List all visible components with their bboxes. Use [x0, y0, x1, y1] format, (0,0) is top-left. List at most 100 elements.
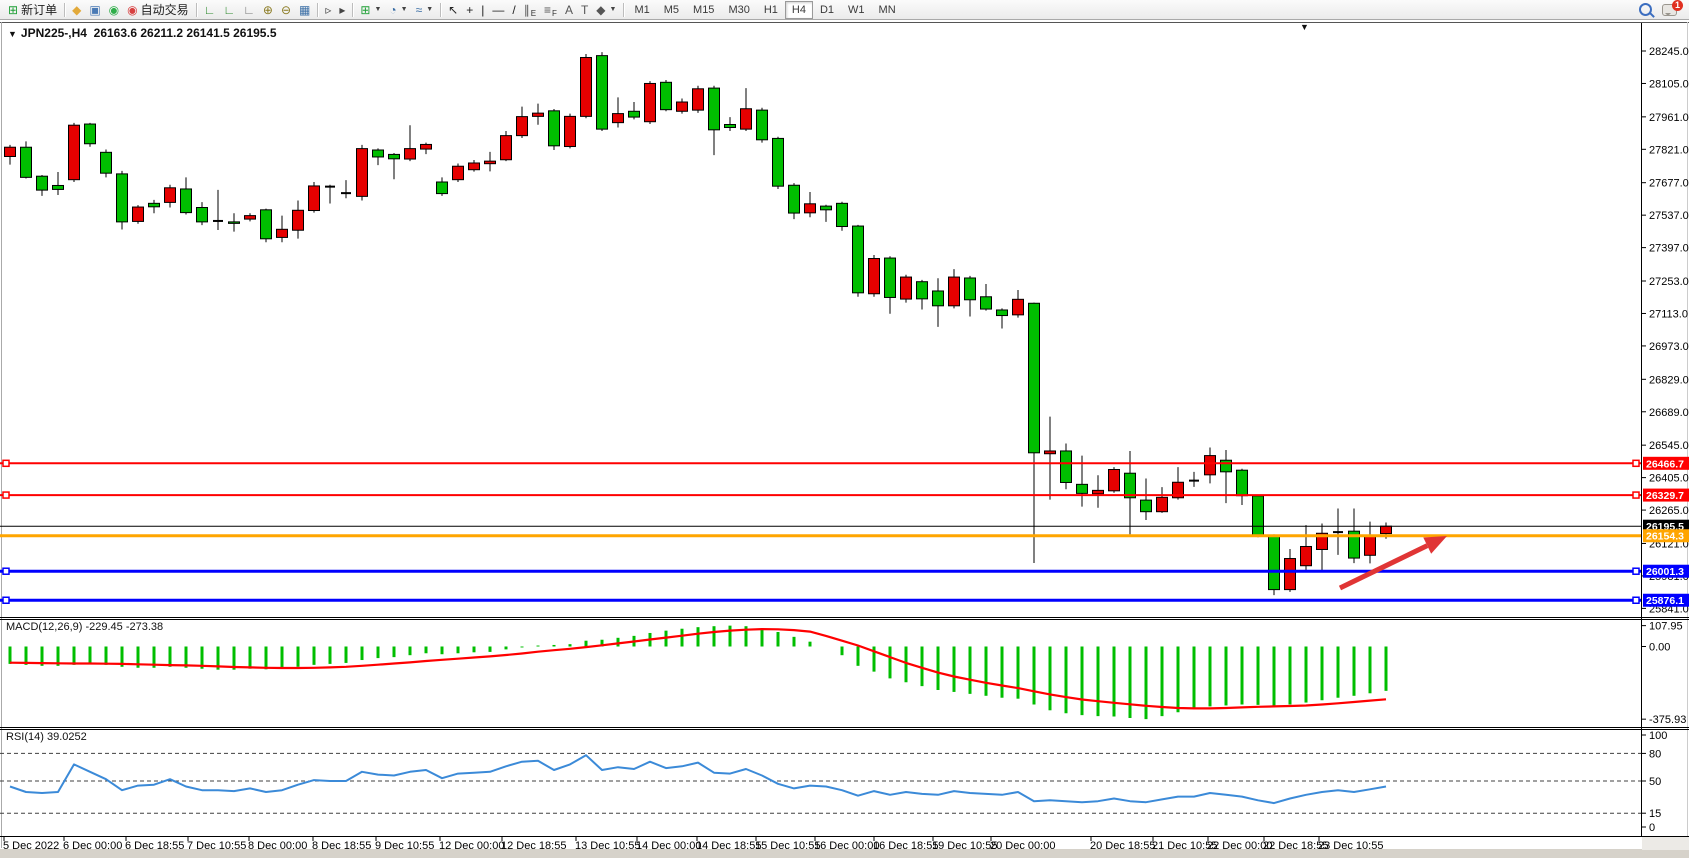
candle-body [292, 209, 304, 231]
hline-tool[interactable]: — [488, 1, 508, 18]
trendline-tool[interactable]: / [508, 1, 519, 18]
period-button[interactable]: ◔ ▼ [385, 1, 411, 18]
price-tick-label: 26545.0 [1649, 440, 1689, 452]
candle-body [772, 137, 784, 187]
trend-arrow[interactable] [1338, 543, 1429, 591]
line-handle[interactable] [1632, 491, 1640, 499]
arrows-tool[interactable]: ◆ ▼ [592, 1, 620, 18]
candle-body [372, 149, 384, 158]
timeframe-m1[interactable]: M1 [634, 3, 650, 16]
candle-body [1124, 472, 1136, 499]
label-tool-glyph: T [580, 2, 589, 17]
label-tool[interactable]: T [577, 1, 592, 18]
signals-icon[interactable]: ◉ [105, 1, 123, 18]
time-tick-label: 21 Dec 10:55 [1152, 840, 1217, 852]
dropdown-arrow-icon[interactable]: ▼ [609, 6, 617, 13]
line-handle[interactable] [1632, 567, 1640, 575]
chart-shift-icon-glyph: ▸ [339, 2, 346, 17]
vline-tool[interactable]: | [477, 1, 488, 18]
price-tick-label: 26405.0 [1649, 473, 1689, 485]
candle-body [1236, 469, 1248, 497]
time-tick-label: 7 Dec 10:55 [187, 840, 246, 852]
line-handle[interactable] [1632, 459, 1640, 468]
price-axis[interactable]: 28245.0 28105.0 27961.0 27821.0 27677.0 27537… [1641, 46, 1689, 834]
zoom-in-icon[interactable]: ⊕ [259, 1, 277, 18]
auto-scroll-icon[interactable]: ▹ [321, 1, 335, 18]
price-badge-label: 26154.3 [1646, 531, 1684, 543]
price-badge-label: 25876.1 [1646, 595, 1684, 607]
price-badge [1643, 456, 1689, 470]
timeframe-h4[interactable]: H4 [784, 0, 813, 19]
period-separators-icon[interactable]: ∟ [239, 1, 259, 18]
timeframe-h1[interactable]: H1 [763, 3, 778, 16]
collapse-arrow-icon[interactable]: ▼ [8, 29, 17, 39]
timeframe-d1[interactable]: D1 [819, 3, 835, 16]
candle-body [388, 153, 400, 160]
new-chart-button[interactable]: ⊞ ▼ [356, 1, 385, 18]
candle-body [468, 162, 480, 171]
text-tool[interactable]: A [561, 1, 577, 18]
indicator-window-icon[interactable]: ∟ [219, 1, 239, 18]
rsi-axis-label: 50 [1649, 776, 1661, 788]
text-tool-glyph: A [564, 2, 573, 17]
time-tick-label: 16 Dec 00:00 [814, 840, 879, 852]
dropdown-arrow-icon[interactable]: ▼ [426, 6, 434, 13]
time-tick-label: 6 Dec 18:55 [125, 840, 184, 852]
line-handle[interactable] [2, 491, 10, 499]
dropdown-arrow-icon[interactable]: ▼ [400, 6, 408, 13]
fibonacci-tool[interactable]: ≡ F [540, 1, 561, 19]
timeframe-m30[interactable]: M30 [728, 3, 750, 16]
dropdown-arrow-icon[interactable]: ▼ [374, 6, 382, 13]
fibonacci-tool-glyph: ≡ [544, 2, 552, 17]
highlighter-icon[interactable]: ◆ [68, 1, 85, 18]
scroll-indicator-arrow[interactable]: ▼ [1300, 22, 1309, 32]
candle-body [260, 209, 272, 240]
toolbar-right: 1 [1639, 0, 1685, 16]
chart-shift-icon[interactable]: ▸ [335, 1, 349, 18]
search-icon[interactable] [1639, 3, 1652, 16]
market-watch-icon[interactable]: ▣ [85, 1, 104, 18]
zoom-out-icon-glyph: ⊖ [280, 2, 292, 17]
tile-windows-icon[interactable]: ▦ [295, 1, 314, 18]
price-tick-label: 27537.0 [1649, 210, 1689, 222]
zoom-out-icon[interactable]: ⊖ [277, 1, 295, 18]
chart-title[interactable]: ▼ JPN225-,H4 26163.6 26211.2 26141.5 2619… [8, 26, 277, 40]
time-axis[interactable]: 5 Dec 2022 6 Dec 00:00 6 Dec 18:55 7 Dec 10… [3, 837, 1383, 852]
timeframe-mn[interactable]: MN [878, 3, 896, 16]
candlestick-series [4, 52, 1392, 596]
timeframe-m5[interactable]: M5 [663, 3, 680, 16]
add-indicator-icon[interactable]: ∟ [200, 1, 220, 18]
macd-panel-title: MACD(12,26,9) -229.45 -273.38 [6, 621, 164, 633]
time-tick-label: 5 Dec 2022 [3, 840, 59, 852]
bottom-strip [0, 849, 1689, 858]
cursor-tool[interactable]: ↖ [444, 1, 462, 18]
candle-body [404, 148, 416, 160]
channel-tool[interactable]: ∥ E [520, 1, 540, 19]
price-badge [1643, 593, 1689, 607]
candle-body [20, 146, 32, 178]
candle-body [420, 143, 432, 150]
chart-type-button[interactable]: ≈ ▼ [412, 1, 438, 18]
chat-icon[interactable]: 1 [1662, 0, 1683, 16]
candle-body [484, 160, 496, 165]
line-handle[interactable] [2, 596, 10, 604]
add-indicator-icon-glyph: ∟ [203, 2, 216, 17]
timeframe-w1[interactable]: W1 [848, 3, 865, 16]
candle-body [1156, 496, 1168, 513]
candle-body [1348, 530, 1360, 559]
line-handle[interactable] [1632, 596, 1640, 604]
candle-body [1028, 302, 1040, 454]
autotrading-button[interactable]: ◉ 自动交易 [123, 1, 193, 18]
line-handle[interactable] [2, 459, 10, 468]
timeframe-m15[interactable]: M15 [693, 3, 715, 16]
crosshair-tool[interactable]: + [462, 1, 477, 18]
line-handle[interactable] [2, 567, 10, 575]
new-order-button[interactable]: ⊞ 新订单 [4, 1, 61, 18]
candle-body [1364, 535, 1376, 556]
price-badge [1643, 529, 1689, 543]
toolbar-separator [195, 2, 197, 17]
trend-arrow-head[interactable] [1423, 536, 1447, 554]
main-toolbar: ⊞ 新订单 ◆ ▣ ◉ ◉ 自动交易 ∟ ∟ ∟ ⊕ ⊖ ▦ ▹ ▸ ⊞ ▼ ◔ ▼ ≈ ▼ ↖ + | — / ∥ E ≡ F A T ◆ ▼ M… [0, 0, 1689, 20]
candle-body [932, 290, 944, 307]
